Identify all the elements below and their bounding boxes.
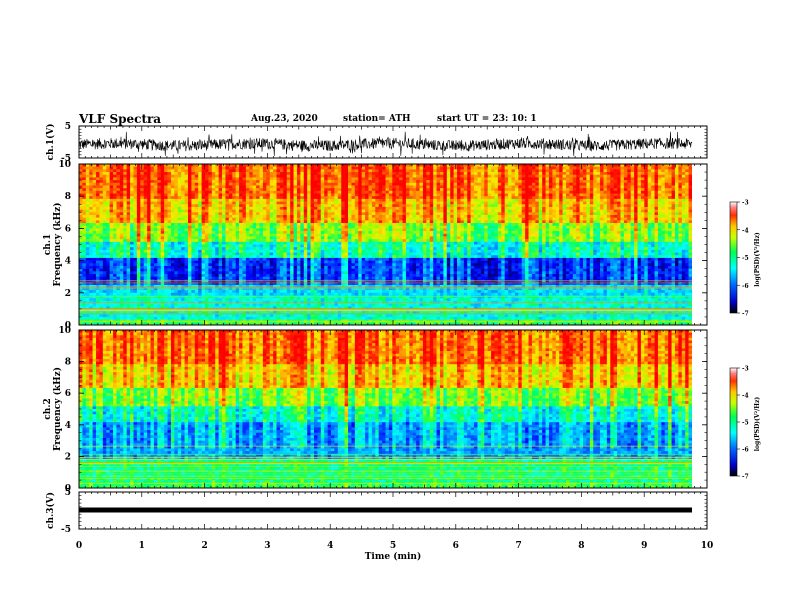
ch1-spectrogram-colorbar-label: log(PSD)(V²/Hz) xyxy=(754,232,761,287)
ch1-spectrogram-ytick-label: 4 xyxy=(65,257,71,267)
ch3-waveform-ytick-label: 5 xyxy=(65,488,71,498)
station-label: station= ATH xyxy=(343,114,411,124)
ch3-waveform-line xyxy=(79,507,692,513)
x-tick-label: 5 xyxy=(390,541,396,551)
ch2-spectrogram-ytick-label: 2 xyxy=(65,452,71,462)
ch2-spectrogram-colorbar-tick: -7 xyxy=(742,474,749,481)
ch1-spectrogram-colorbar-tick: -6 xyxy=(742,283,749,290)
ch1-spectrogram-channel-label: ch.1 xyxy=(43,234,53,255)
x-tick-label: 10 xyxy=(701,541,714,551)
start-time-label: start UT = 23: 10: 1 xyxy=(437,114,537,124)
ch1-spectrogram-ytick-label: 8 xyxy=(65,192,71,202)
x-tick-label: 0 xyxy=(76,541,82,551)
x-tick-label: 7 xyxy=(515,541,521,551)
ch2-spectrogram-colorbar xyxy=(729,367,738,477)
ch1-waveform-line xyxy=(78,131,693,157)
x-tick-label: 8 xyxy=(578,541,584,551)
ch2-spectrogram-ytick-label: 10 xyxy=(58,326,71,336)
ch1-spectrogram-ytick-label: 6 xyxy=(65,224,71,234)
ch2-spectrogram-ytick-label: 8 xyxy=(65,358,71,368)
ch2-spectrogram-colorbar-tick: -4 xyxy=(742,393,749,400)
ch1-spectrogram-ylabel: Frequency (kHz) xyxy=(52,202,63,286)
ch2-spectrogram-colorbar-tick: -3 xyxy=(742,366,749,373)
ch2-spectrogram-colorbar-tick: -5 xyxy=(742,420,749,427)
x-axis-title: Time (min) xyxy=(365,551,422,562)
x-tick-label: 4 xyxy=(327,541,333,551)
ch1-spectrogram-colorbar xyxy=(729,201,738,314)
ch2-spectrogram-ytick-label: 0 xyxy=(65,484,71,494)
ch1-spectrogram-colorbar-tick: -5 xyxy=(742,255,749,262)
x-tick-label: 9 xyxy=(641,541,647,551)
ch2-spectrogram-ylabel: Frequency (kHz) xyxy=(52,367,63,451)
ch3-waveform-ylabel: ch.3(V) xyxy=(45,492,56,529)
ch2-spectrogram-colorbar-tick: -6 xyxy=(742,447,749,454)
x-tick-label: 6 xyxy=(453,541,459,551)
ch1-waveform-ylabel: ch.1(V) xyxy=(45,124,56,161)
date-label: Aug.23, 2020 xyxy=(251,114,318,124)
ch1-spectrogram-ytick-label: 10 xyxy=(58,160,71,170)
x-tick-label: 2 xyxy=(201,541,207,551)
ch2-spectrogram-ytick-label: 4 xyxy=(65,421,71,431)
ch2-spectrogram-ytick-label: 6 xyxy=(65,389,71,399)
ch2-spectrogram-cells xyxy=(79,330,707,489)
ch3-waveform-ytick-label: -5 xyxy=(61,525,71,535)
x-tick-label: 3 xyxy=(264,541,270,551)
ch1-spectrogram-ytick-label: 0 xyxy=(65,321,71,331)
ch1-spectrogram-cells xyxy=(79,164,707,326)
ch1-waveform-ytick-label: -5 xyxy=(61,154,71,164)
ch1-waveform-ytick-label: 5 xyxy=(65,122,71,132)
ch1-spectrogram-colorbar-tick: -3 xyxy=(742,200,749,207)
chart-title: VLF Spectra xyxy=(79,112,161,126)
ch2-spectrogram-channel-label: ch.2 xyxy=(43,398,53,419)
ch1-spectrogram-colorbar-tick: -7 xyxy=(742,311,749,318)
ch1-spectrogram-colorbar-tick: -4 xyxy=(742,227,749,234)
x-tick-label: 1 xyxy=(139,541,145,551)
ch1-spectrogram-ytick-label: 2 xyxy=(65,289,71,299)
ch2-spectrogram-colorbar-label: log(PSD)(V²/Hz) xyxy=(754,397,761,452)
